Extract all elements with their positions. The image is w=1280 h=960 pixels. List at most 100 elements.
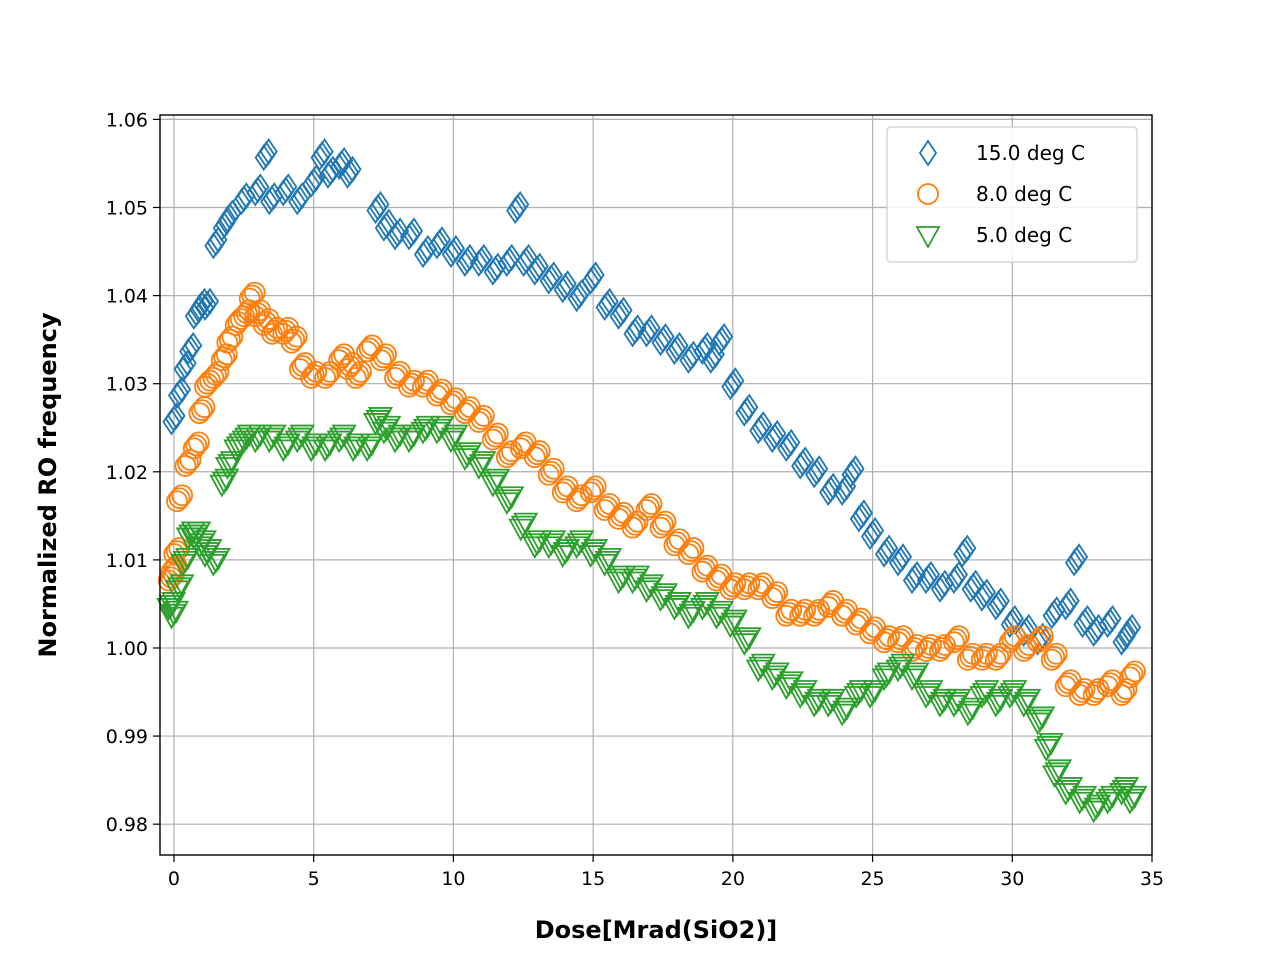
data-point [486, 422, 509, 445]
data-point [410, 421, 436, 445]
data-point [168, 487, 191, 510]
data-point [494, 492, 520, 516]
legend-marker [918, 139, 938, 167]
data-point [843, 686, 869, 709]
data-point [291, 355, 314, 377]
data-point [427, 232, 447, 260]
data-point [372, 346, 395, 369]
data-point [592, 553, 618, 577]
data-point [185, 434, 208, 457]
data-point [158, 606, 184, 630]
data-point [1084, 619, 1103, 647]
data-point [647, 589, 674, 612]
data-point [204, 232, 223, 260]
data-point [341, 352, 364, 374]
data-point [986, 593, 1005, 621]
data-point [455, 249, 474, 277]
legend: 15.0 deg C 8.0 deg C 5.0 deg C [886, 126, 1138, 263]
data-point [761, 587, 784, 610]
data-point [1025, 712, 1051, 736]
data-point [542, 457, 565, 480]
data-point [918, 680, 944, 703]
data-point [302, 363, 325, 386]
data-point [283, 328, 306, 351]
data-point [330, 346, 353, 369]
data-point [247, 424, 273, 448]
data-point [345, 433, 371, 457]
data-point [370, 349, 392, 372]
data-point [693, 337, 712, 366]
data-point [969, 686, 995, 709]
data-point [173, 355, 192, 383]
data-point [1033, 738, 1059, 762]
data-point [314, 366, 337, 389]
data-point [340, 439, 366, 463]
x-tick-label: 15 [581, 868, 605, 890]
data-point [860, 522, 880, 551]
data-point [261, 424, 287, 448]
data-point [997, 686, 1023, 709]
data-point [638, 574, 665, 598]
series-layer [156, 138, 1148, 824]
data-point [1000, 610, 1019, 639]
data-point [333, 343, 356, 366]
data-point [174, 455, 197, 477]
y-tick-label: 1.05 [106, 198, 148, 220]
y-tick-label: 1.03 [106, 374, 148, 396]
data-point [689, 598, 715, 621]
data-point [651, 329, 670, 357]
data-point [763, 425, 782, 454]
data-point [902, 566, 922, 595]
data-point [266, 316, 288, 339]
data-point [508, 518, 534, 542]
data-point [736, 627, 762, 651]
data-point [207, 360, 230, 383]
data-point [791, 452, 810, 480]
data-point [1045, 642, 1068, 665]
data-point [833, 478, 852, 507]
data-point [202, 366, 225, 389]
data-point [164, 580, 190, 604]
data-point [277, 316, 300, 339]
data-point [457, 442, 483, 466]
data-point [930, 575, 950, 603]
data-point [899, 668, 925, 692]
x-tick-label: 10 [441, 868, 465, 890]
data-point [885, 659, 911, 683]
data-point [288, 188, 307, 216]
data-point [735, 399, 754, 427]
data-point [387, 424, 413, 448]
data-point [1043, 645, 1066, 668]
data-point [635, 499, 658, 521]
x-tick-label: 35 [1140, 868, 1164, 890]
data-point [484, 425, 507, 448]
data-point [633, 580, 660, 604]
data-point [424, 421, 450, 445]
data-point [945, 628, 968, 651]
data-point [242, 430, 268, 454]
data-point [280, 331, 303, 354]
data-point [857, 686, 883, 709]
data-point [162, 408, 181, 436]
data-point [338, 161, 357, 189]
data-point [284, 430, 310, 454]
data-point [285, 325, 308, 348]
data-point [525, 258, 544, 286]
data-point [179, 449, 202, 471]
data-point [1095, 791, 1121, 815]
data-point [749, 417, 768, 445]
data-point [1058, 777, 1084, 800]
data-point [665, 337, 684, 366]
data-point [497, 249, 516, 277]
data-point [294, 352, 316, 374]
data-point [366, 196, 385, 225]
data-point [927, 694, 953, 718]
data-point [289, 424, 315, 448]
data-point [385, 223, 405, 251]
data-point [721, 575, 744, 598]
data-point [200, 553, 226, 577]
data-point [717, 615, 743, 639]
data-point [472, 405, 495, 427]
data-point [987, 645, 1010, 668]
data-point [611, 565, 637, 589]
